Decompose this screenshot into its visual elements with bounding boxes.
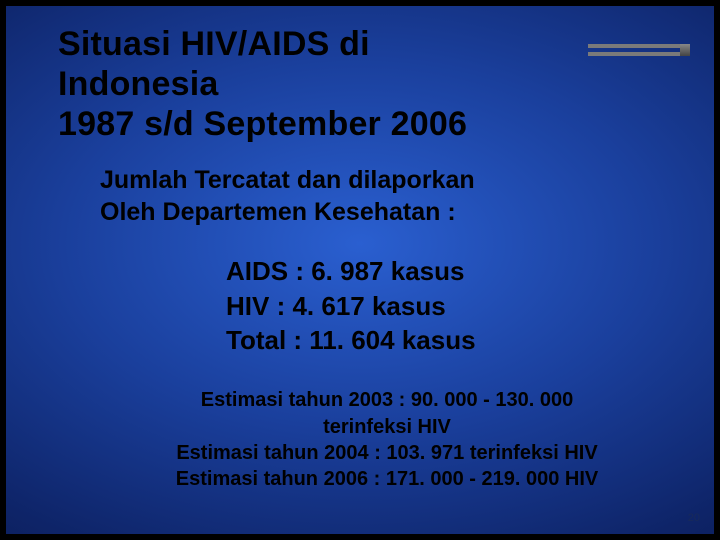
title-line: Indonesia (58, 64, 680, 104)
slide-title: Situasi HIV/AIDS di Indonesia 1987 s/d S… (58, 24, 680, 144)
estimate-line: Estimasi tahun 2004 : 103. 971 terinfeks… (104, 440, 670, 466)
page-number: 20 (688, 512, 700, 524)
title-line: 1987 s/d September 2006 (58, 104, 680, 144)
estimate-line: Estimasi tahun 2006 : 171. 000 - 219. 00… (104, 466, 670, 492)
stat-aids: AIDS : 6. 987 kasus (226, 254, 680, 288)
stat-total: Total : 11. 604 kasus (226, 323, 680, 357)
estimate-line: terinfeksi HIV (104, 414, 670, 440)
stat-hiv: HIV : 4. 617 kasus (226, 289, 680, 323)
subtitle-line: Jumlah Tercatat dan dilaporkan (100, 164, 680, 196)
title-line: Situasi HIV/AIDS di (58, 24, 680, 64)
slide-subtitle: Jumlah Tercatat dan dilaporkan Oleh Depa… (100, 164, 680, 228)
slide: Situasi HIV/AIDS di Indonesia 1987 s/d S… (6, 6, 714, 534)
stats-block: AIDS : 6. 987 kasus HIV : 4. 617 kasus T… (226, 254, 680, 357)
subtitle-line: Oleh Departemen Kesehatan : (100, 196, 680, 228)
estimate-block: Estimasi tahun 2003 : 90. 000 - 130. 000… (104, 387, 670, 493)
estimate-line: Estimasi tahun 2003 : 90. 000 - 130. 000 (104, 387, 670, 413)
decor-bar-icon (588, 44, 688, 56)
